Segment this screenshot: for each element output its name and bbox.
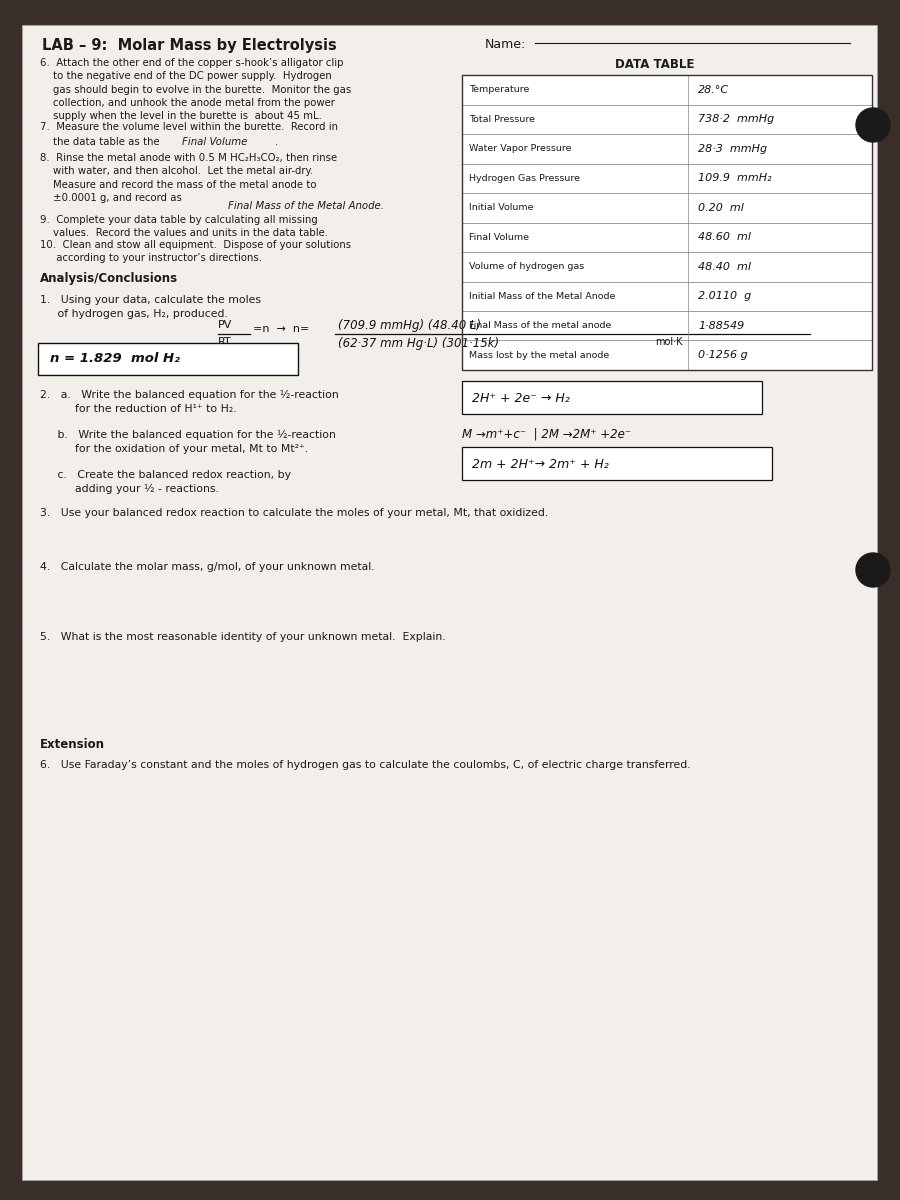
Bar [462,104,872,134]
Circle shape [856,553,890,587]
Text: Hydrogen Gas Pressure: Hydrogen Gas Pressure [469,174,580,182]
Text: Total Pressure: Total Pressure [469,115,535,124]
Text: 0.20  ml: 0.20 ml [698,203,744,212]
Bar [462,311,872,341]
Text: M →m⁺+c⁻  | 2M →2M⁺ +2e⁻: M →m⁺+c⁻ | 2M →2M⁺ +2e⁻ [462,428,631,440]
Text: 9.  Complete your data table by calculating all missing
    values.  Record the : 9. Complete your data table by calculati… [40,215,328,239]
Text: Final Mass of the Metal Anode.: Final Mass of the Metal Anode. [228,200,384,211]
Text: Name:: Name: [485,38,526,50]
Text: mol·K: mol·K [655,337,682,347]
Text: b.   Write the balanced equation for the ½-reaction
          for the oxidation : b. Write the balanced equation for the ½… [40,430,336,454]
Text: RT: RT [218,337,232,347]
Text: 2m + 2H⁺→ 2m⁺ + H₂: 2m + 2H⁺→ 2m⁺ + H₂ [472,457,608,470]
Text: Initial Volume: Initial Volume [469,203,534,212]
Text: Temperature: Temperature [469,85,529,95]
Bar [462,282,872,311]
Bar [462,446,772,480]
Circle shape [856,108,890,142]
Text: 6.  Attach the other end of the copper s-hook’s alligator clip
    to the negati: 6. Attach the other end of the copper s-… [40,58,351,121]
Text: Final Volume: Final Volume [182,137,248,146]
Bar [462,134,872,163]
Text: 7.  Measure the volume level within the burette.  Record in: 7. Measure the volume level within the b… [40,122,338,132]
Text: DATA TABLE: DATA TABLE [616,58,695,71]
Text: Final Volume: Final Volume [469,233,529,241]
Text: Initial Mass of the Metal Anode: Initial Mass of the Metal Anode [469,292,616,301]
Text: 5.   What is the most reasonable identity of your unknown metal.  Explain.: 5. What is the most reasonable identity … [40,632,446,642]
Text: LAB – 9:  Molar Mass by Electrolysis: LAB – 9: Molar Mass by Electrolysis [42,38,337,53]
Text: 10.  Clean and stow all equipment.  Dispose of your solutions
     according to : 10. Clean and stow all equipment. Dispos… [40,240,351,263]
Text: 1·88549: 1·88549 [698,320,744,331]
Text: (62·37 mm Hg·L) (301·15k): (62·37 mm Hg·L) (301·15k) [338,337,500,350]
Text: Analysis/Conclusions: Analysis/Conclusions [40,272,178,286]
Text: 2H⁺ + 2e⁻ → H₂: 2H⁺ + 2e⁻ → H₂ [472,391,570,404]
Text: 3.   Use your balanced redox reaction to calculate the moles of your metal, Mt, : 3. Use your balanced redox reaction to c… [40,508,548,518]
Text: Water Vapor Pressure: Water Vapor Pressure [469,144,572,154]
Text: =n  →  n=: =n → n= [253,324,310,334]
Text: PV: PV [218,320,232,330]
Text: 48.60  ml: 48.60 ml [698,233,751,242]
Bar [38,343,298,374]
Bar [462,74,872,104]
Text: 2.0110  g: 2.0110 g [698,292,751,301]
Bar [462,74,872,370]
Text: 28·3  mmHg: 28·3 mmHg [698,144,767,154]
Text: .: . [275,137,278,146]
Text: 48.40  ml: 48.40 ml [698,262,751,271]
Text: c.   Create the balanced redox reaction, by
          adding your ½ - reactions.: c. Create the balanced redox reaction, b… [40,470,291,494]
Text: Final Mass of the metal anode: Final Mass of the metal anode [469,322,611,330]
Text: Extension: Extension [40,738,105,751]
Text: 109.9  mmH₂: 109.9 mmH₂ [698,173,771,184]
Bar [462,341,872,370]
Text: the data table as the: the data table as the [40,137,163,146]
Text: 0·1256 g: 0·1256 g [698,350,748,360]
Text: 28.°C: 28.°C [698,85,729,95]
Text: 6.   Use Faraday’s constant and the moles of hydrogen gas to calculate the coulo: 6. Use Faraday’s constant and the moles … [40,760,690,770]
Text: Volume of hydrogen gas: Volume of hydrogen gas [469,263,584,271]
Bar [462,163,872,193]
Text: 2.   a.   Write the balanced equation for the ½-reaction
          for the reduc: 2. a. Write the balanced equation for th… [40,390,338,414]
Text: (709.9 mmHg) (48.40 L): (709.9 mmHg) (48.40 L) [338,319,482,332]
Bar [462,252,872,282]
Text: 738·2  mmHg: 738·2 mmHg [698,114,774,125]
Text: n = 1.829  mol H₂: n = 1.829 mol H₂ [50,353,180,366]
Text: 4.   Calculate the molar mass, g/mol, of your unknown metal.: 4. Calculate the molar mass, g/mol, of y… [40,562,374,572]
Bar [462,193,872,222]
Bar [462,382,762,414]
Text: 8.  Rinse the metal anode with 0.5 M HC₂H₃CO₂, then rinse
    with water, and th: 8. Rinse the metal anode with 0.5 M HC₂H… [40,152,338,203]
Text: 1.   Using your data, calculate the moles
     of hydrogen gas, H₂, produced.: 1. Using your data, calculate the moles … [40,295,261,319]
Text: Mass lost by the metal anode: Mass lost by the metal anode [469,350,609,360]
Bar [462,222,872,252]
